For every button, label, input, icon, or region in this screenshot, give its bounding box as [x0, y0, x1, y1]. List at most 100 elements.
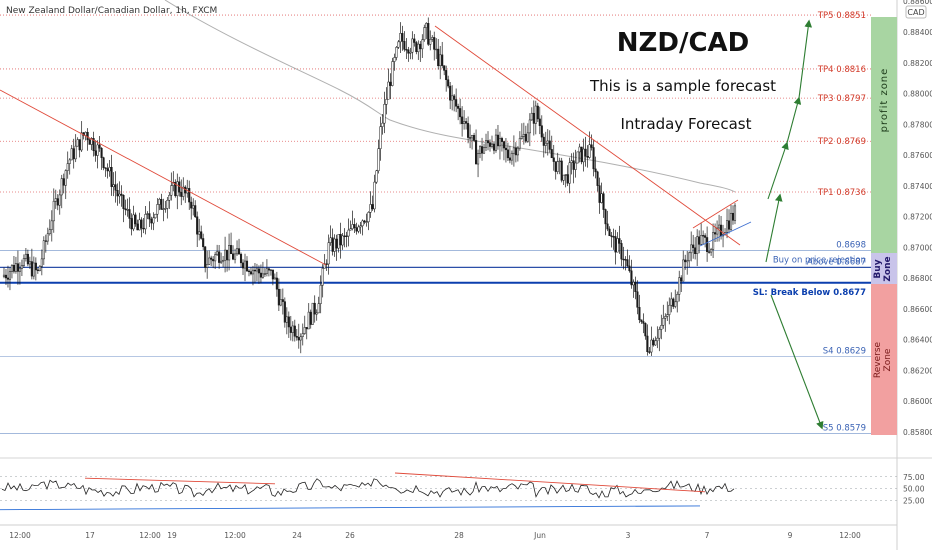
rsi-tick-label: 25.00	[903, 496, 925, 505]
candle-body	[377, 148, 380, 172]
candle-body	[269, 269, 272, 271]
candle-body	[700, 235, 703, 245]
candle-body	[482, 147, 486, 154]
candle-body	[642, 321, 645, 324]
candle-body	[612, 236, 615, 238]
candle-body	[512, 147, 515, 154]
candle-body	[345, 235, 348, 237]
candle-body	[451, 95, 454, 101]
candle-body	[600, 193, 603, 203]
candle-body	[321, 268, 324, 286]
candle-body	[206, 264, 209, 268]
candle-body	[391, 61, 394, 86]
rsi-trendline-1	[84, 477, 276, 485]
candle-body	[530, 112, 533, 121]
candle-body	[399, 33, 402, 43]
channel-upper	[692, 199, 739, 229]
candle-body	[526, 132, 529, 142]
candle-body	[674, 301, 677, 307]
trendlines	[0, 25, 752, 266]
candle-body	[510, 152, 513, 161]
candle-body	[154, 213, 157, 219]
time-tick-label: 9	[788, 531, 793, 540]
candle-body	[437, 48, 440, 67]
candle-body	[445, 70, 448, 81]
candle-body	[453, 95, 456, 100]
price-axis[interactable]: 0.88600 0.88400 0.88200 0.88000 0.87800 0.876…	[903, 0, 932, 437]
forecast-label: Intraday Forecast	[620, 115, 751, 133]
candle-body	[86, 131, 89, 141]
level-label-buy: Buy on price rejection	[773, 256, 866, 266]
candle-body	[166, 199, 169, 209]
price-tick-label: 0.87000	[903, 243, 932, 252]
candle-body	[397, 41, 400, 48]
candle-body	[654, 340, 657, 346]
candle-body	[349, 228, 352, 231]
candle-body	[498, 138, 502, 147]
candle-body	[120, 193, 123, 196]
candle-body	[116, 190, 119, 197]
candle-body	[46, 233, 49, 242]
currency-badge-text: CAD	[907, 8, 924, 17]
candle-body	[425, 23, 428, 28]
candle-body	[423, 27, 426, 41]
candle-body	[331, 237, 334, 252]
candle-body	[602, 193, 605, 210]
candle-body	[237, 248, 241, 255]
candle-body	[524, 133, 527, 142]
candle-body	[636, 291, 639, 308]
time-tick-label: 28	[454, 531, 464, 540]
candle-body	[568, 162, 571, 184]
time-axis[interactable]: 12:00 17 12:00 19 12:00 24 26 28 Jun 3 7 9 12:00	[9, 531, 861, 540]
candle-body	[540, 125, 543, 138]
candle-body	[212, 259, 215, 262]
candle-body	[544, 142, 547, 146]
candle-body	[295, 335, 298, 338]
candle-body	[337, 234, 340, 249]
candle-body	[558, 160, 561, 162]
candle-body	[576, 151, 579, 164]
candle-body	[94, 150, 97, 156]
candle-body	[235, 248, 239, 255]
candle-body	[403, 41, 406, 50]
candle-body	[672, 298, 675, 307]
candle-body	[112, 184, 115, 187]
rsi-indicator: 75.00 50.00 25.00	[0, 472, 925, 511]
price-tick-label: 0.86800	[903, 274, 932, 283]
candle-body	[138, 219, 141, 231]
candle-body	[230, 245, 233, 255]
time-tick-label: 3	[626, 531, 631, 540]
price-tick-label: 0.88200	[903, 59, 932, 68]
candle-body	[194, 205, 197, 218]
level-label-tp5: TP5 0.8851	[817, 11, 866, 21]
candle-body	[4, 274, 8, 279]
candle-body	[590, 144, 593, 148]
candle-body	[26, 253, 29, 265]
candle-body	[461, 116, 464, 125]
candle-body	[457, 106, 460, 109]
candle-body	[8, 271, 12, 280]
candles[interactable]	[2, 17, 737, 356]
candle-body	[30, 261, 33, 277]
candle-body	[6, 277, 10, 280]
forecast-arrow-1	[767, 141, 789, 200]
candle-body	[216, 251, 219, 256]
candle-body	[218, 251, 221, 263]
candle-body	[220, 260, 223, 263]
candle-body	[536, 105, 539, 120]
candle-body	[692, 244, 695, 249]
price-tick-label: 0.86400	[903, 336, 932, 345]
candle-body	[415, 42, 418, 53]
candle-body	[287, 316, 290, 328]
candle-body	[158, 198, 161, 205]
candle-body	[28, 261, 31, 265]
candle-body	[10, 264, 14, 272]
candle-body	[471, 135, 474, 139]
rsi-pane[interactable]	[0, 458, 897, 525]
candle-body	[335, 238, 338, 249]
candle-body	[500, 138, 504, 142]
candle-body	[441, 54, 444, 66]
candle-body	[518, 138, 521, 149]
candle-body	[608, 228, 611, 237]
